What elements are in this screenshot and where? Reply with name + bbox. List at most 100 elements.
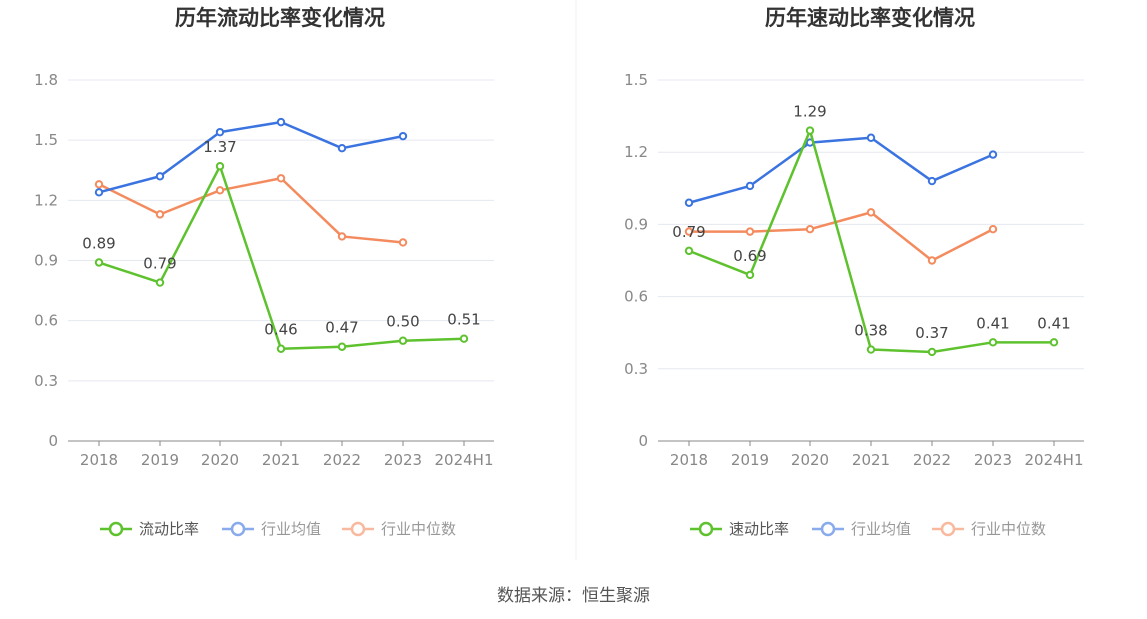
x-tick-label: 2023 — [974, 451, 1012, 469]
chart-title: 历年速动比率变化情况 — [765, 6, 975, 30]
data-label: 0.50 — [386, 313, 419, 331]
data-label: 0.79 — [143, 255, 176, 273]
data-label: 1.29 — [793, 103, 826, 121]
data-point — [684, 227, 694, 236]
data-point — [155, 172, 165, 181]
data-point — [337, 232, 347, 241]
y-tick-label: 0.6 — [34, 312, 58, 330]
legend-swatch-marker — [698, 521, 714, 537]
data-point — [684, 246, 694, 256]
series-line-industry-average — [688, 136, 994, 204]
y-tick-label: 0.3 — [624, 360, 648, 378]
data-label: 0.79 — [672, 223, 705, 241]
data-point — [805, 225, 815, 234]
data-point — [337, 143, 347, 153]
x-tick-label: 2023 — [384, 451, 422, 469]
data-point — [94, 188, 104, 197]
legend-swatch-marker — [230, 521, 246, 537]
data-label: 0.37 — [915, 324, 948, 342]
legend-swatch-marker — [350, 521, 366, 537]
data-point — [988, 338, 998, 347]
data-label: 0.41 — [1037, 314, 1070, 332]
data-point — [745, 181, 755, 191]
x-tick-label: 2024H1 — [435, 451, 494, 469]
x-tick-label: 2020 — [791, 451, 829, 469]
legend-item[interactable]: 行业中位数 — [342, 520, 456, 538]
legend-label: 速动比率 — [729, 520, 789, 538]
y-tick-label: 0.9 — [34, 252, 58, 270]
series-line-industry-median — [98, 177, 404, 244]
data-label: 0.38 — [854, 322, 887, 340]
y-tick-label: 0 — [48, 432, 58, 450]
data-point — [276, 344, 286, 353]
data-point — [398, 131, 408, 141]
data-label: 1.37 — [203, 138, 236, 156]
data-label: 0.51 — [447, 311, 480, 329]
y-tick-label: 1.5 — [624, 71, 648, 89]
data-label: 0.41 — [976, 314, 1009, 332]
x-tick-label: 2022 — [323, 451, 361, 469]
data-point — [866, 208, 876, 217]
data-point — [155, 278, 165, 287]
chart-title: 历年流动比率变化情况 — [175, 6, 385, 30]
data-point — [866, 345, 876, 354]
data-label: 0.47 — [325, 319, 358, 337]
legend-label: 行业均值 — [261, 520, 321, 538]
x-tick-label: 2019 — [731, 451, 769, 469]
quick-ratio-chart: 历年速动比率变化情况 0 0.3 0.6 0.9 1.2 1.5 2018 2019 2020 20… — [624, 6, 1084, 538]
data-point — [155, 210, 165, 219]
x-tick-label: 2021 — [852, 451, 890, 469]
data-point — [94, 180, 104, 189]
data-point — [398, 336, 408, 345]
data-source-note: 数据来源：恒生聚源 — [497, 586, 650, 606]
data-point — [988, 225, 998, 234]
data-point — [215, 127, 225, 137]
y-tick-label: 0.6 — [624, 288, 648, 306]
data-point — [866, 133, 876, 142]
legend-label: 行业中位数 — [971, 520, 1046, 538]
legend-label: 行业中位数 — [381, 520, 456, 538]
data-label: 0.46 — [264, 321, 297, 339]
data-label: 0.89 — [82, 235, 115, 253]
data-point — [459, 334, 469, 343]
legend-label: 流动比率 — [139, 520, 199, 538]
legend-item[interactable]: 行业均值 — [222, 520, 321, 538]
y-tick-label: 0.3 — [34, 372, 58, 390]
data-point — [927, 256, 937, 265]
current-ratio-chart: 历年流动比率变化情况 0 0.3 0.6 0.9 1.2 1.5 1.8 2018 2019 202… — [34, 6, 494, 538]
legend-swatch-marker — [820, 521, 836, 537]
series-line-industry-median — [689, 211, 994, 262]
data-point — [398, 238, 408, 247]
data-point — [684, 198, 694, 207]
legend-swatch-marker — [108, 521, 124, 537]
data-point — [927, 347, 937, 357]
legend-item[interactable]: 行业均值 — [812, 520, 911, 538]
data-point — [805, 126, 815, 135]
data-point — [215, 162, 225, 171]
y-tick-label: 1.2 — [624, 143, 648, 161]
legend-label: 行业均值 — [851, 520, 911, 538]
legend-swatch-marker — [940, 521, 956, 537]
x-tick-label: 2024H1 — [1025, 451, 1084, 469]
data-point — [745, 270, 755, 280]
series-line-industry-average — [98, 120, 404, 194]
data-point — [988, 150, 998, 159]
x-tick-label: 2018 — [670, 451, 708, 469]
legend-item[interactable]: 速动比率 — [690, 520, 789, 538]
data-point — [215, 186, 225, 195]
data-point — [927, 176, 937, 186]
x-tick-label: 2018 — [80, 451, 118, 469]
x-tick-label: 2022 — [913, 451, 951, 469]
x-tick-label: 2021 — [262, 451, 300, 469]
legend-item[interactable]: 流动比率 — [100, 520, 199, 538]
y-tick-label: 1.5 — [34, 131, 58, 149]
data-point — [745, 227, 755, 236]
data-point — [1049, 338, 1059, 347]
x-tick-label: 2019 — [141, 451, 179, 469]
legend-item[interactable]: 行业中位数 — [932, 520, 1046, 538]
y-tick-label: 0 — [638, 432, 648, 450]
y-tick-label: 1.2 — [34, 191, 58, 209]
data-point — [94, 258, 104, 267]
y-tick-label: 1.8 — [34, 71, 58, 89]
